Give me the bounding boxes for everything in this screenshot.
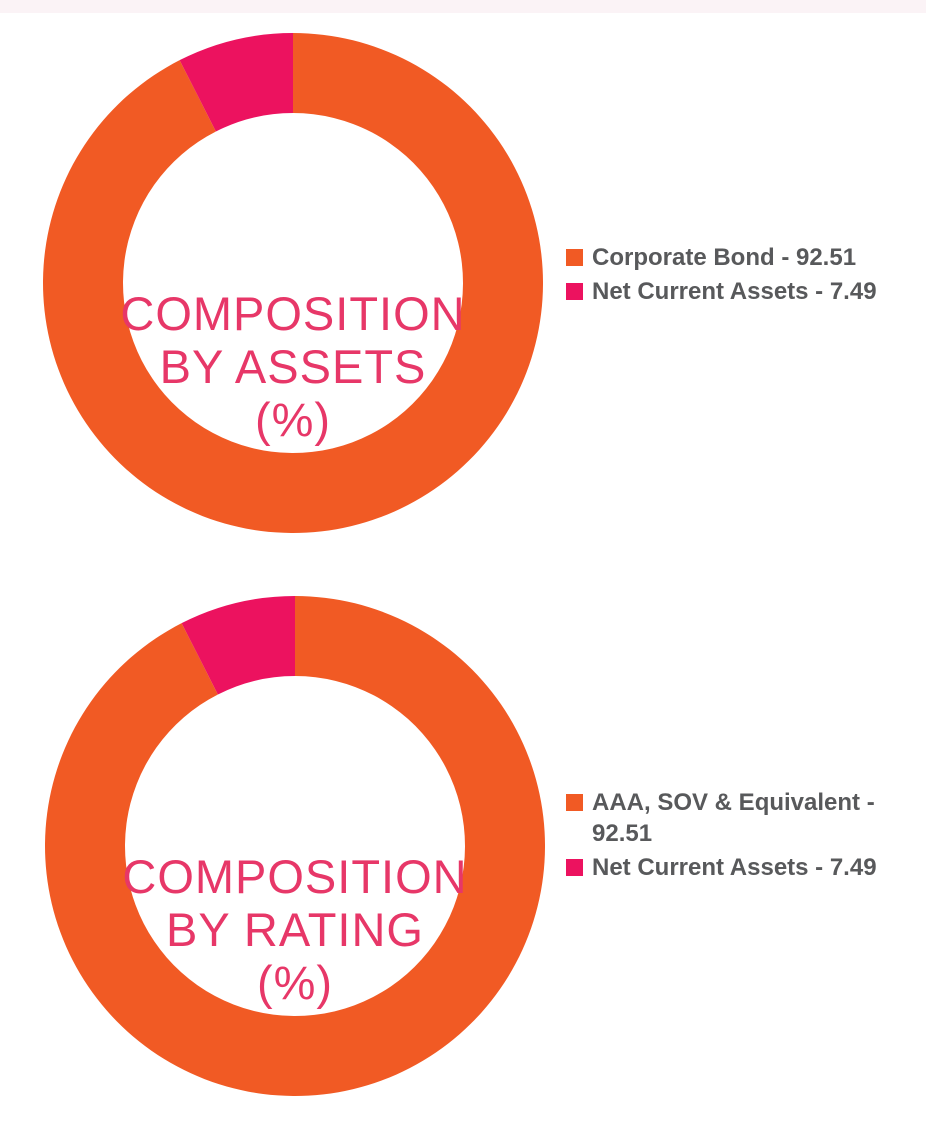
legend-swatch-corporate-bond — [566, 249, 583, 266]
donut-slice-aaa-sov-equivalent — [45, 596, 545, 1096]
legend-label-corporate-bond: Corporate Bond - 92.51 — [592, 244, 857, 271]
legend-swatch-aaa-sov-equivalent — [566, 794, 583, 811]
legend-item-net-current-assets: Net Current Assets - 7.49 — [566, 276, 918, 307]
legend-assets: Corporate Bond - 92.51 Net Current Asset… — [566, 242, 918, 310]
donut-slice-corporate-bond — [43, 33, 543, 533]
donut-ring-assets — [43, 33, 543, 533]
top-accent-strip — [0, 0, 926, 13]
legend-rating: AAA, SOV & Equivalent - 92.51 Net Curren… — [566, 787, 918, 886]
legend-item-corporate-bond: Corporate Bond - 92.51 — [566, 242, 918, 273]
composition-by-assets-chart: COMPOSITION BY ASSETS (%) — [43, 33, 543, 533]
legend-label-net-current-assets: Net Current Assets - 7.49 — [592, 854, 877, 881]
legend-item-aaa-sov-equivalent: AAA, SOV & Equivalent - 92.51 — [566, 787, 918, 849]
legend-label-net-current-assets: Net Current Assets - 7.49 — [592, 278, 877, 305]
donut-ring-rating — [45, 596, 545, 1096]
donut-slice-net-current-assets — [181, 596, 295, 695]
donut-slice-net-current-assets — [179, 33, 293, 132]
composition-by-rating-chart: COMPOSITION BY RATING (%) — [45, 596, 545, 1096]
legend-swatch-net-current-assets — [566, 283, 583, 300]
legend-swatch-net-current-assets — [566, 859, 583, 876]
legend-label-aaa-sov-equivalent: AAA, SOV & Equivalent - 92.51 — [592, 789, 875, 847]
legend-item-net-current-assets: Net Current Assets - 7.49 — [566, 852, 918, 883]
